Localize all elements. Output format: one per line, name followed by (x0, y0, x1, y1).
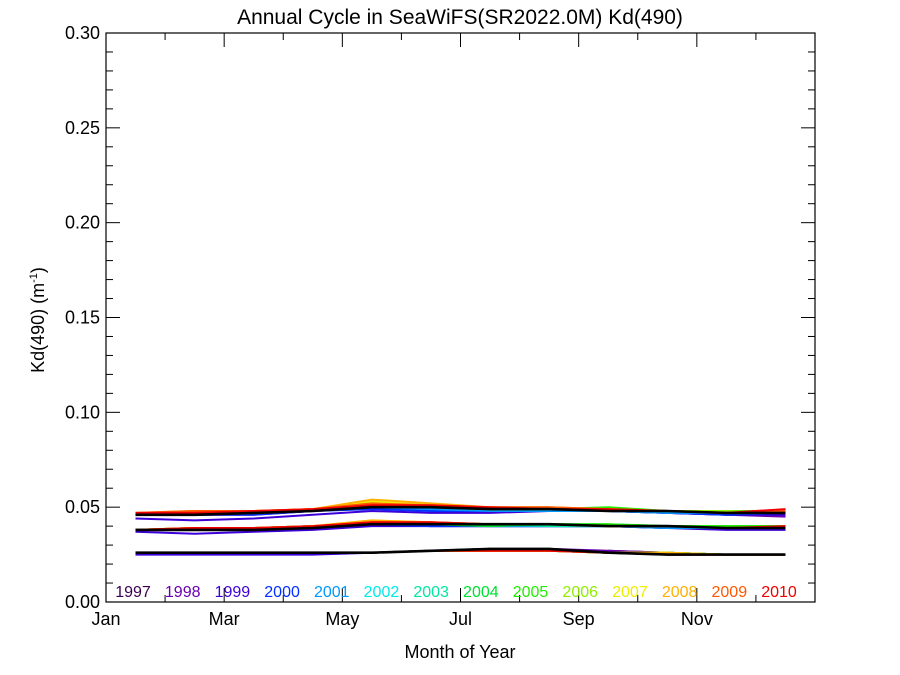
plot-frame (105, 32, 816, 603)
x-tick-label: Nov (681, 609, 713, 629)
y-tick-label: 0.00 (65, 592, 100, 612)
y-tick-label: 0.10 (65, 402, 100, 422)
y-tick-label: 0.15 (65, 308, 100, 328)
y-tick-label: 0.30 (65, 23, 100, 43)
y-axis-label: Kd(490) (m-1) (28, 267, 48, 373)
y-axis-tick-labels: 0.00 0.05 0.10 0.15 0.20 0.25 0.30 (65, 23, 100, 612)
legend-item-2006: 2006 (562, 584, 598, 601)
legend-item-2002: 2002 (364, 584, 400, 601)
x-tick-label: Jul (449, 609, 472, 629)
y-tick-label: 0.25 (65, 118, 100, 138)
x-tick-label: Jan (91, 609, 120, 629)
legend-item-2010: 2010 (761, 584, 797, 601)
x-tick-label: Sep (563, 609, 595, 629)
legend-item-1998: 1998 (165, 584, 201, 601)
x-tick-label: Mar (209, 609, 240, 629)
y-tick-label: 0.20 (65, 213, 100, 233)
legend-item-1999: 1999 (215, 584, 251, 601)
climatology-line (135, 522, 786, 532)
climatology-line (135, 505, 786, 517)
legend-item-1997: 1997 (115, 584, 151, 601)
legend-item-2007: 2007 (612, 584, 648, 601)
y-axis-label-exponent: -1 (28, 273, 40, 283)
y-tick-label: 0.05 (65, 497, 100, 517)
x-tick-label: May (325, 609, 359, 629)
x-axis-tick-labels: Jan Mar May Jul Sep Nov (91, 609, 712, 629)
chart-title: Annual Cycle in SeaWiFS(SR2022.0M) Kd(49… (237, 6, 683, 29)
legend-item-2004: 2004 (463, 584, 499, 601)
y-axis-label-main: Kd(490) (m (28, 283, 48, 373)
legend-item-2003: 2003 (413, 584, 449, 601)
x-axis-label: Month of Year (404, 642, 515, 662)
legend-item-2000: 2000 (264, 584, 300, 601)
climatology-line (135, 547, 786, 556)
legend-item-2001: 2001 (314, 584, 350, 601)
series-lines (135, 498, 786, 556)
legend-item-2008: 2008 (662, 584, 698, 601)
legend: 1997 1998 1999 2000 2001 2002 2003 2004 2005 2006… (115, 584, 797, 601)
legend-item-2005: 2005 (513, 584, 549, 601)
legend-item-2009: 2009 (712, 584, 748, 601)
axis-ticks (105, 32, 815, 603)
y-axis-label-close: ) (28, 267, 48, 273)
